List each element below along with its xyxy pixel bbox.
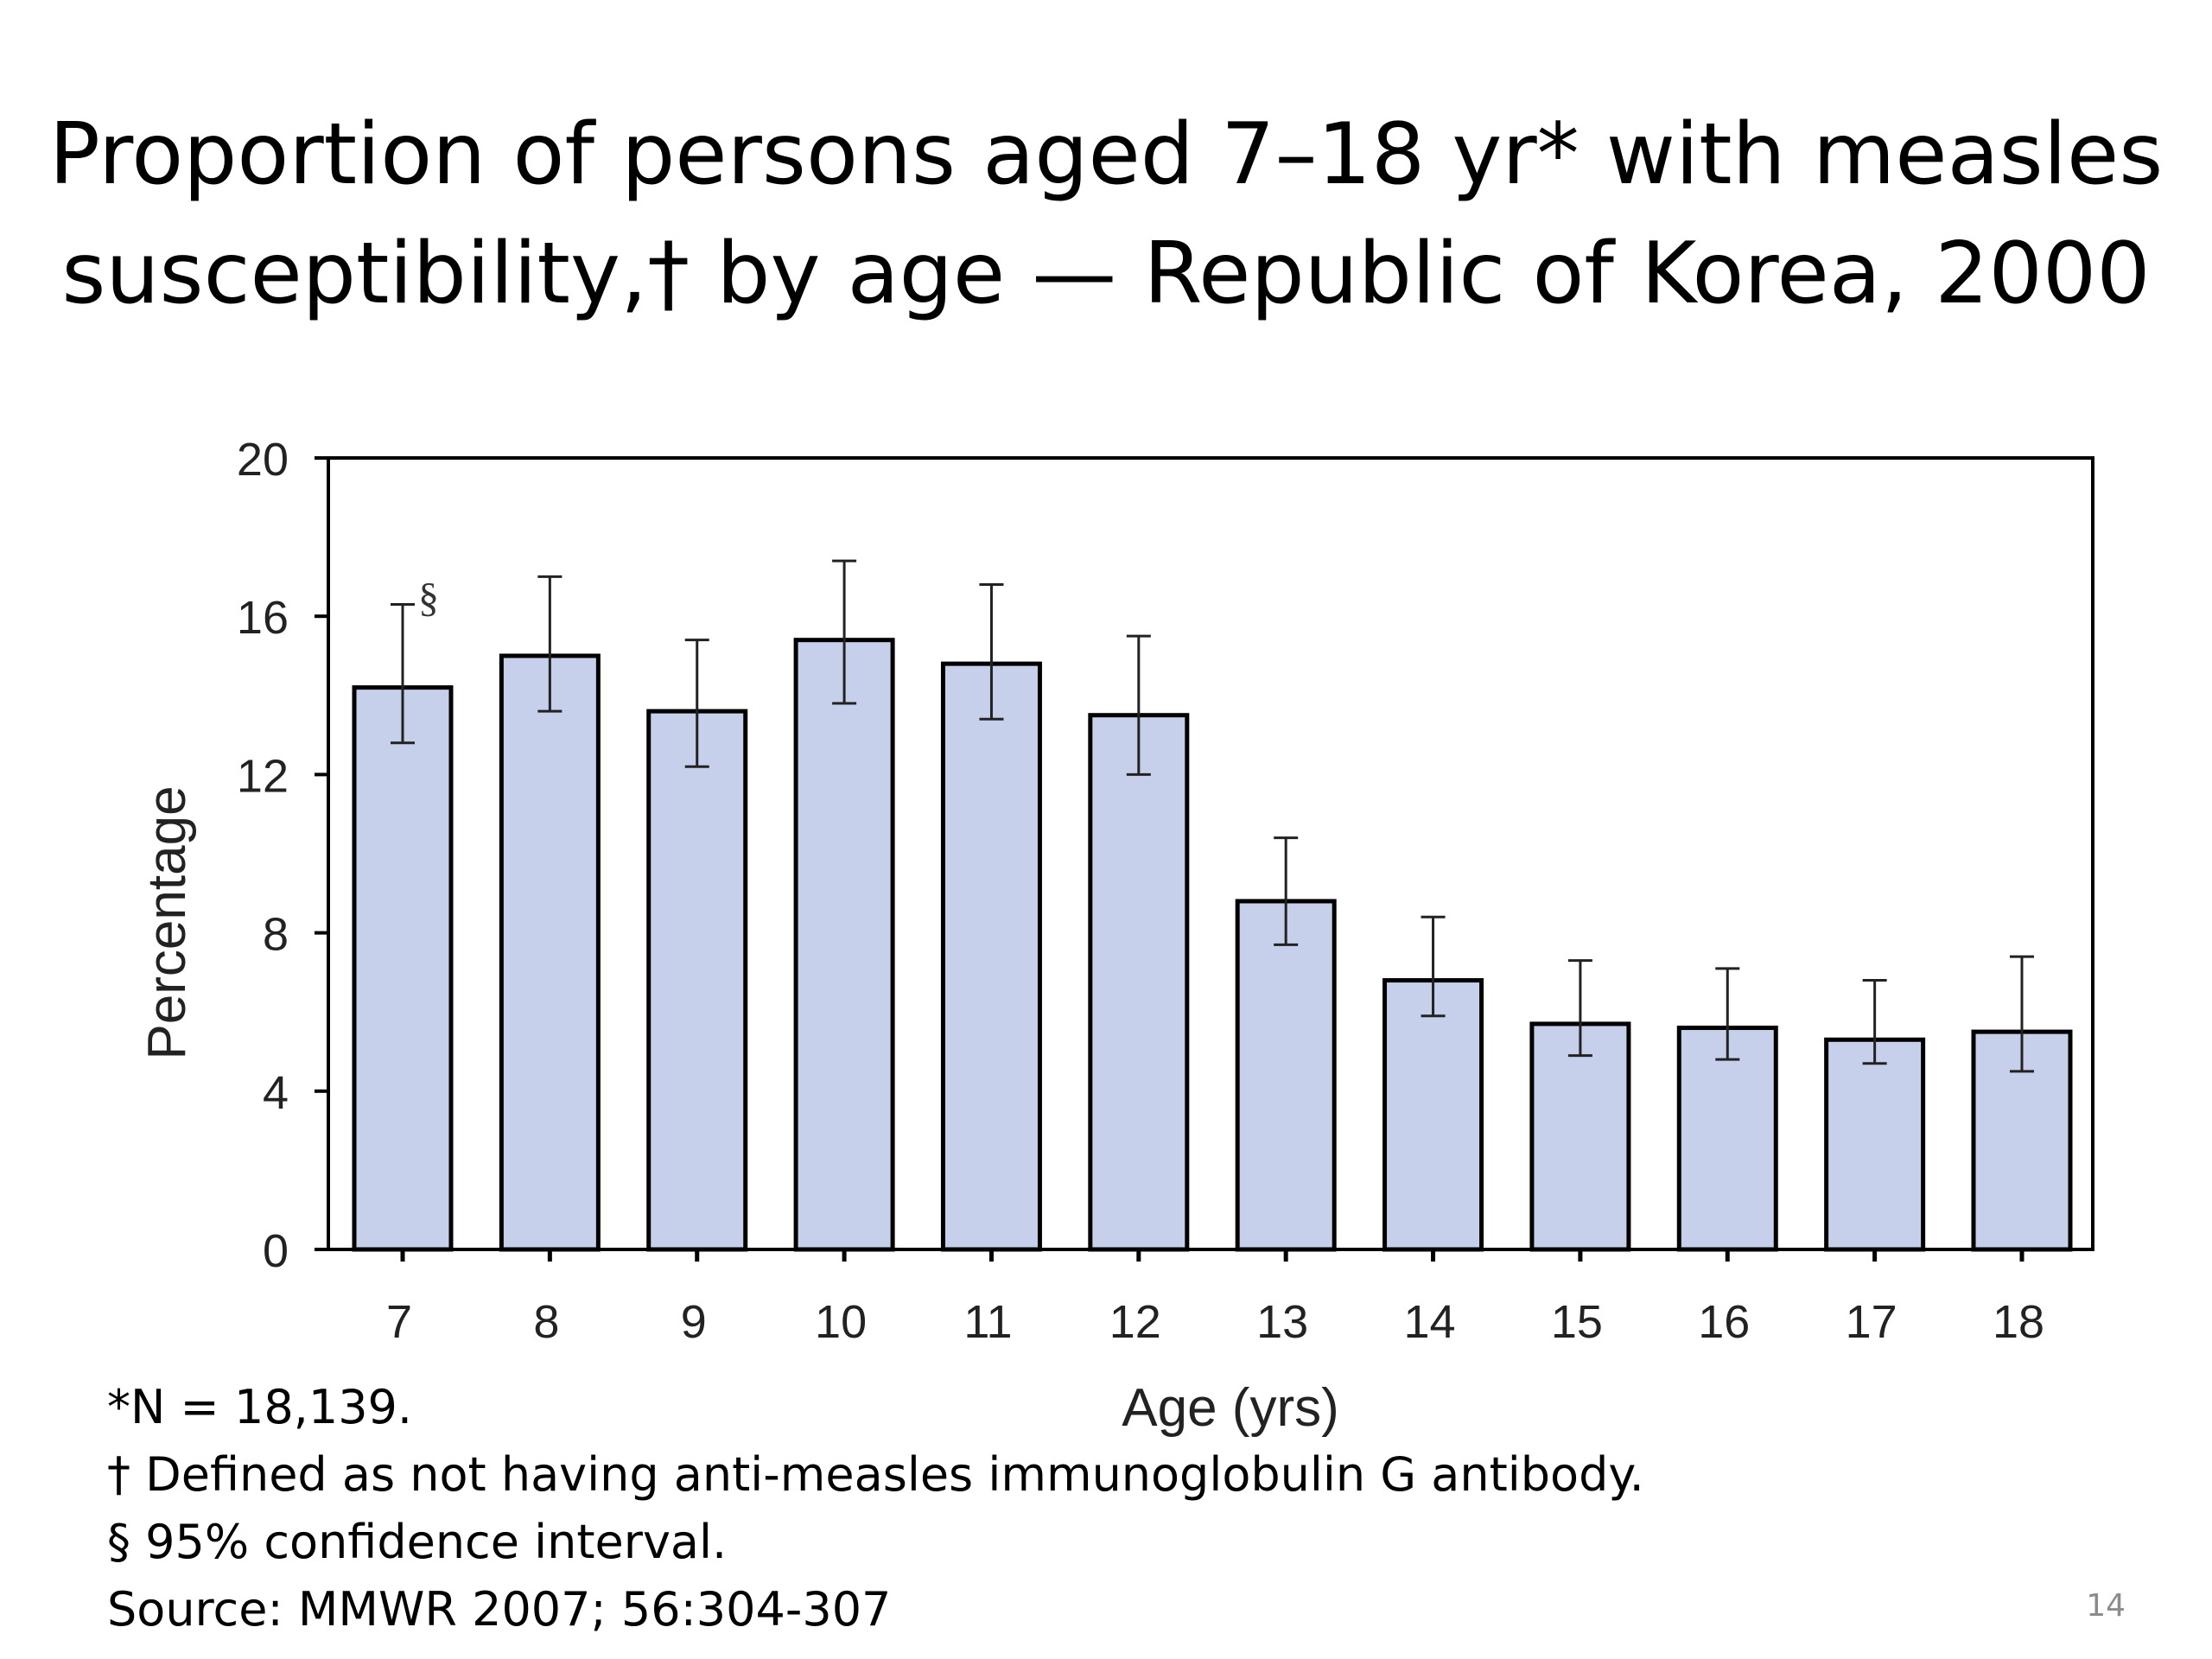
bar — [646, 709, 748, 1252]
bar — [1382, 978, 1484, 1252]
x-tick-label: 8 — [533, 1296, 559, 1348]
y-tick-label: 16 — [237, 592, 289, 644]
y-tick-label: 0 — [263, 1225, 289, 1277]
y-axis-label: Percentage — [137, 785, 197, 1059]
footnotes: *N = 18,139. † Defined as not having ant… — [107, 1374, 1644, 1643]
y-tick-label: 8 — [263, 909, 289, 961]
x-tick-label: 13 — [1256, 1296, 1308, 1348]
y-tick-label: 12 — [237, 750, 289, 802]
footnote-source: Source: MMWR 2007; 56:304-307 — [107, 1582, 892, 1637]
plot-frame — [327, 456, 2094, 1251]
footnote-confidence-interval: § 95% confidence interval. — [107, 1515, 728, 1569]
y-axis: 0 4 8 12 16 20 — [237, 434, 328, 1277]
x-tick-label: 12 — [1109, 1296, 1161, 1348]
bar — [1824, 1037, 1926, 1252]
error-bars — [391, 559, 2034, 1073]
x-tick-label: 18 — [1993, 1296, 2044, 1348]
footnote-definition: † Defined as not having anti-measles imm… — [107, 1447, 1644, 1502]
x-tick-label: 7 — [386, 1296, 412, 1348]
page-number: 14 — [2086, 1588, 2126, 1624]
confidence-interval-marker: § — [418, 575, 439, 620]
bar — [793, 638, 895, 1252]
bar — [499, 653, 601, 1252]
x-tick-label: 11 — [963, 1296, 1012, 1348]
x-tick-label: 15 — [1551, 1296, 1603, 1348]
y-tick-label: 4 — [263, 1067, 289, 1119]
bar — [1529, 1021, 1631, 1252]
slide-title-line-2: susceptibility,† by age — Republic of Ko… — [61, 225, 2151, 323]
x-axis-label: Age (yrs) — [1122, 1378, 1338, 1438]
slide-title-line-1: Proportion of persons aged 7–18 yr* with… — [48, 105, 2164, 204]
x-tick-label: 17 — [1846, 1296, 1897, 1348]
footnote-sample-size: *N = 18,139. — [107, 1380, 413, 1434]
x-axis: 7 8 9 10 11 12 13 14 15 16 17 18 — [386, 1249, 2044, 1348]
bars — [352, 638, 2073, 1252]
slide-title: Proportion of persons aged 7–18 yr* with… — [0, 95, 2212, 334]
bar — [1235, 899, 1337, 1252]
bar — [1676, 1026, 1778, 1252]
x-tick-label: 9 — [681, 1296, 707, 1348]
y-tick-label: 20 — [237, 434, 289, 486]
x-tick-label: 16 — [1698, 1296, 1750, 1348]
bar — [1088, 713, 1190, 1252]
bar — [940, 661, 1042, 1252]
x-tick-label: 14 — [1404, 1296, 1456, 1348]
bar — [352, 685, 454, 1252]
x-tick-label: 10 — [815, 1296, 867, 1348]
